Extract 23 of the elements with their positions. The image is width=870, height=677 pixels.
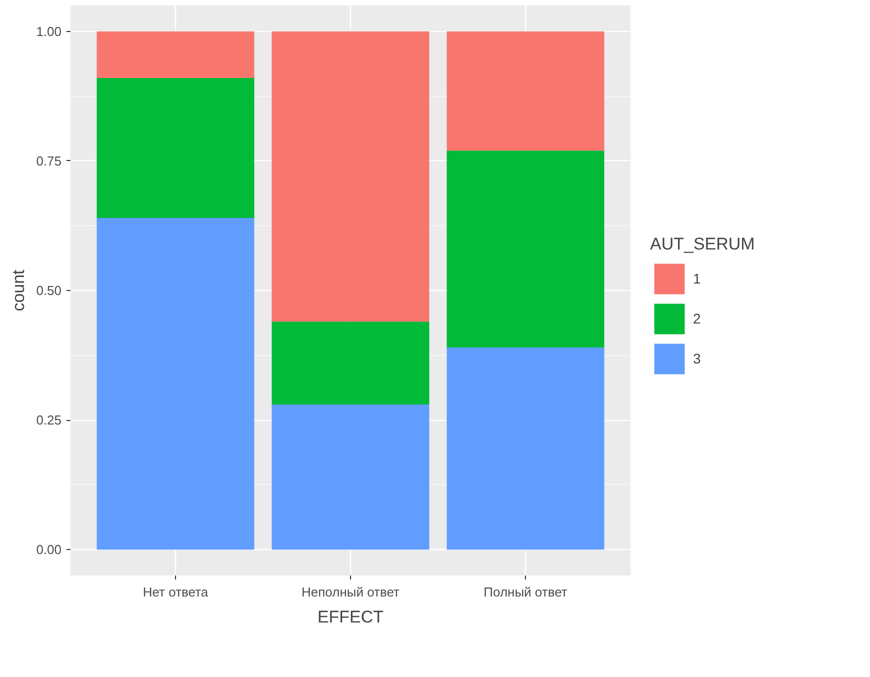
y-tick-label: 0.50 [36,283,62,298]
bar [272,31,430,322]
bar [446,31,604,151]
x-axis-title: EFFECT [317,608,384,626]
bar [446,348,604,550]
y-axis-title: count [9,269,28,312]
bar [96,31,254,78]
bar [272,404,430,550]
legend-label: 1 [693,270,702,286]
legend-label: 2 [693,310,702,326]
bar [446,150,604,348]
y-tick-label: 0.25 [36,412,62,428]
bar [96,218,254,550]
legend-label: 3 [693,350,702,366]
y-tick-label: 1.00 [36,24,62,39]
x-tick-label: Полный ответ [484,584,568,600]
x-tick-label: Неполный ответ [302,584,400,600]
legend-title: AUT_SERUM [650,234,755,254]
bar [96,78,254,218]
bar [272,322,430,404]
x-tick-label: Нет ответа [142,584,209,600]
y-tick-label: 0.00 [36,542,62,558]
y-tick-label: 0.75 [36,153,62,168]
